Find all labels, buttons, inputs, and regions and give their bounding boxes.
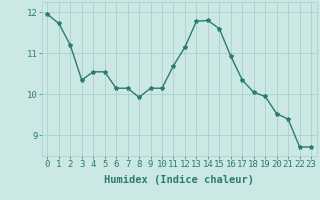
X-axis label: Humidex (Indice chaleur): Humidex (Indice chaleur) <box>104 175 254 185</box>
